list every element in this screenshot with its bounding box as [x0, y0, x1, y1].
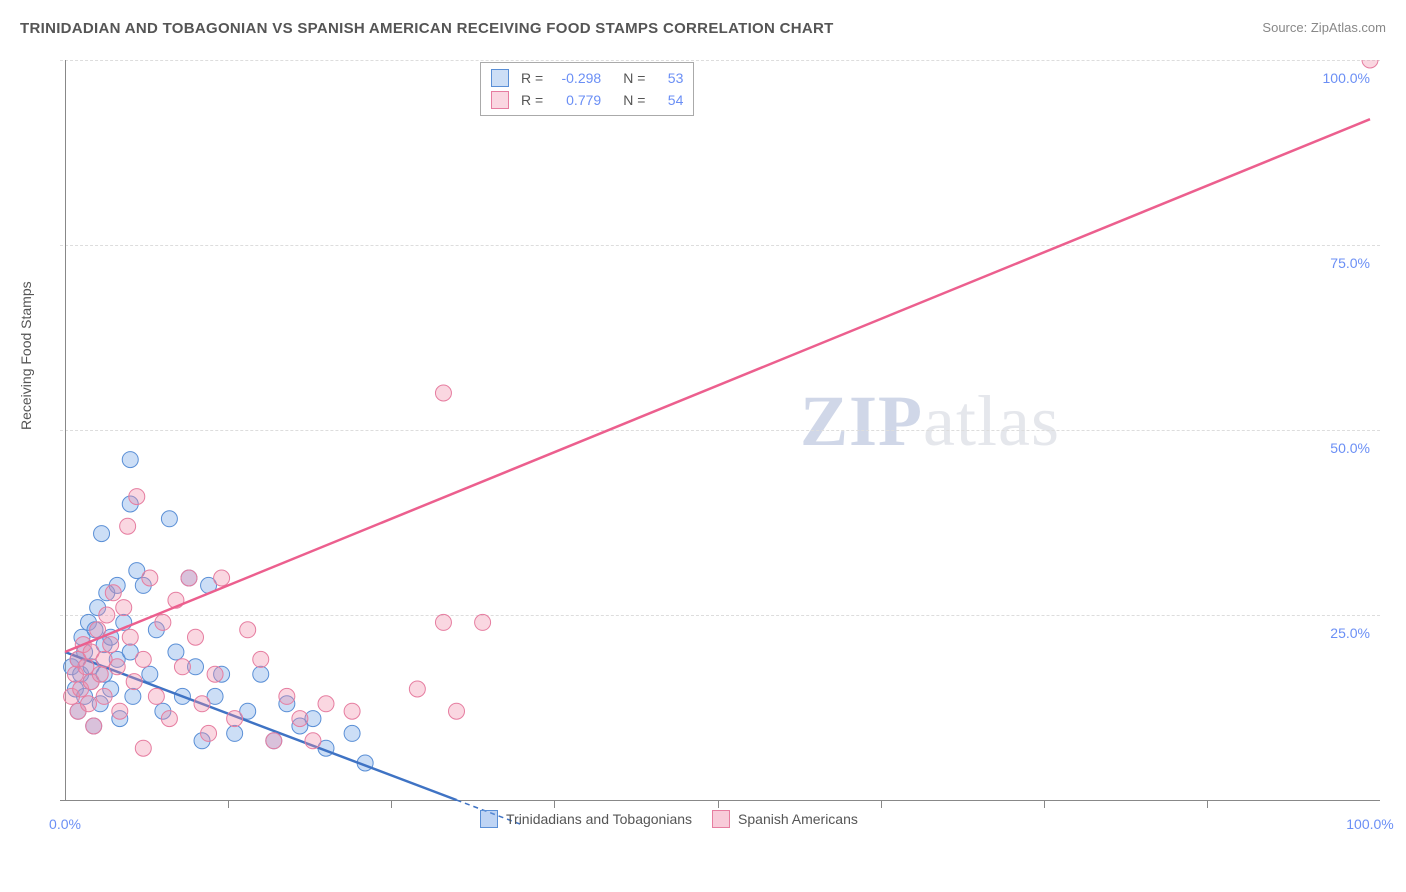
scatter-point — [80, 696, 96, 712]
scatter-point — [78, 659, 94, 675]
correlation-legend-row: R = 0.779 N = 54 — [491, 89, 683, 111]
scatter-point — [148, 688, 164, 704]
correlation-legend: R = -0.298 N = 53 R = 0.779 N = 54 — [480, 62, 694, 116]
scatter-point — [188, 629, 204, 645]
scatter-point — [125, 688, 141, 704]
scatter-point — [305, 733, 321, 749]
scatter-point — [435, 614, 451, 630]
n-value: 53 — [653, 70, 683, 86]
source-attribution: Source: ZipAtlas.com — [1262, 20, 1386, 35]
legend-swatch — [480, 810, 498, 828]
scatter-point — [120, 518, 136, 534]
scatter-point — [86, 718, 102, 734]
chart-container: TRINIDADIAN AND TOBAGONIAN VS SPANISH AM… — [0, 0, 1406, 892]
scatter-point — [129, 489, 145, 505]
scatter-point — [266, 733, 282, 749]
series-legend: Trinidadians and Tobagonians Spanish Amer… — [480, 810, 858, 828]
scatter-point — [194, 696, 210, 712]
scatter-point — [240, 622, 256, 638]
scatter-point — [142, 666, 158, 682]
scatter-point — [227, 725, 243, 741]
r-label: R = — [521, 92, 543, 108]
scatter-point — [253, 651, 269, 667]
scatter-point — [116, 600, 132, 616]
scatter-point — [214, 570, 230, 586]
scatter-point — [122, 452, 138, 468]
scatter-point — [201, 725, 217, 741]
r-label: R = — [521, 70, 543, 86]
scatter-point — [112, 703, 128, 719]
n-value: 54 — [653, 92, 683, 108]
chart-area: ZIPatlas 25.0%50.0%75.0%100.0%0.0%100.0%… — [60, 60, 1380, 840]
scatter-point — [135, 651, 151, 667]
scatter-point — [318, 696, 334, 712]
scatter-point — [135, 740, 151, 756]
scatter-point — [207, 666, 223, 682]
r-value: 0.779 — [551, 92, 601, 108]
scatter-point — [1362, 60, 1378, 68]
legend-swatch — [712, 810, 730, 828]
correlation-legend-row: R = -0.298 N = 53 — [491, 67, 683, 89]
r-value: -0.298 — [551, 70, 601, 86]
chart-title: TRINIDADIAN AND TOBAGONIAN VS SPANISH AM… — [20, 20, 834, 37]
trend-line — [65, 119, 1370, 652]
scatter-point — [344, 703, 360, 719]
scatter-point — [96, 688, 112, 704]
scatter-point — [161, 711, 177, 727]
scatter-plot — [60, 60, 1380, 840]
scatter-point — [142, 570, 158, 586]
scatter-point — [253, 666, 269, 682]
scatter-point — [122, 629, 138, 645]
scatter-point — [409, 681, 425, 697]
scatter-point — [103, 637, 119, 653]
n-label: N = — [623, 70, 645, 86]
scatter-point — [168, 644, 184, 660]
scatter-point — [126, 674, 142, 690]
scatter-point — [449, 703, 465, 719]
n-label: N = — [623, 92, 645, 108]
scatter-point — [92, 666, 108, 682]
scatter-point — [109, 659, 125, 675]
scatter-point — [475, 614, 491, 630]
source-value: ZipAtlas.com — [1311, 20, 1386, 35]
scatter-point — [181, 570, 197, 586]
series-legend-item: Trinidadians and Tobagonians — [480, 810, 692, 828]
scatter-point — [435, 385, 451, 401]
scatter-point — [174, 659, 190, 675]
legend-swatch — [491, 91, 509, 109]
series-legend-label: Spanish Americans — [738, 811, 858, 827]
y-axis-label: Receiving Food Stamps — [18, 281, 34, 430]
scatter-point — [292, 711, 308, 727]
source-label: Source: — [1262, 20, 1307, 35]
scatter-point — [227, 711, 243, 727]
scatter-point — [279, 688, 295, 704]
scatter-point — [344, 725, 360, 741]
series-legend-item: Spanish Americans — [712, 810, 858, 828]
scatter-point — [94, 526, 110, 542]
scatter-point — [161, 511, 177, 527]
scatter-point — [99, 607, 115, 623]
scatter-point — [105, 585, 121, 601]
series-legend-label: Trinidadians and Tobagonians — [506, 811, 692, 827]
legend-swatch — [491, 69, 509, 87]
scatter-point — [155, 614, 171, 630]
